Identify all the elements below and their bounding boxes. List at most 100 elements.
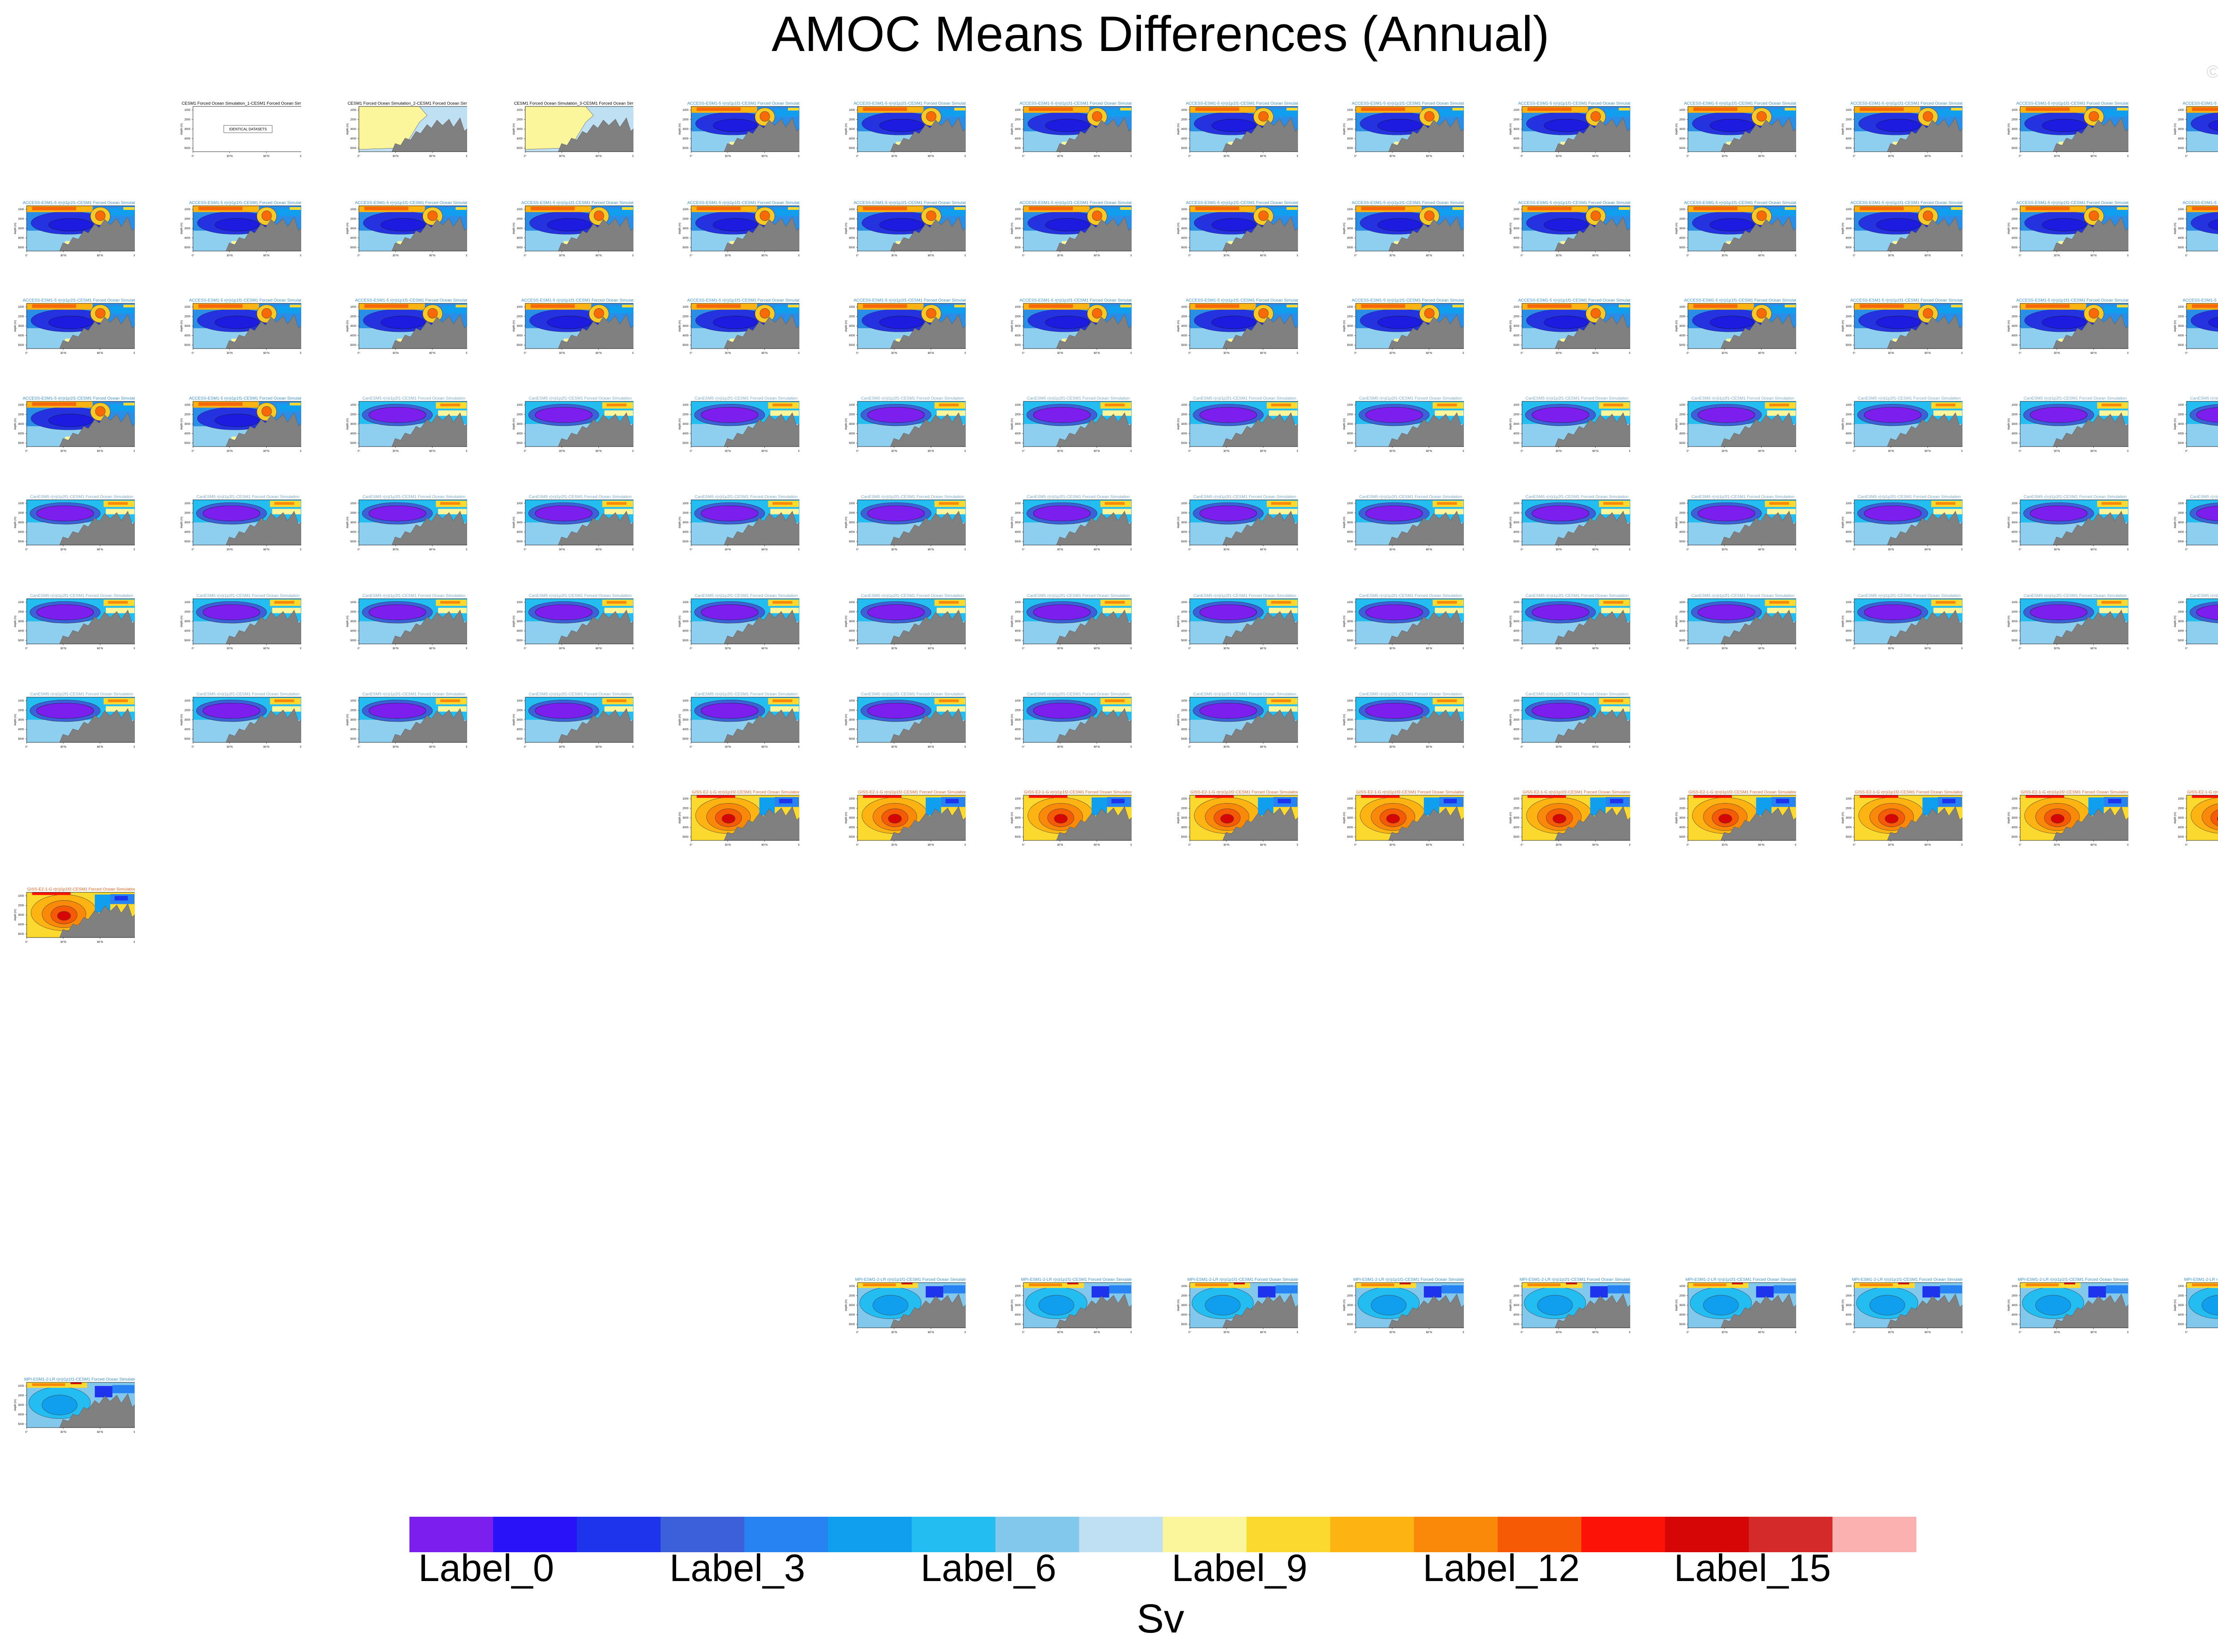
- panel-xtick: 90°N: [1629, 1331, 1630, 1334]
- amoc-panel: GISS-E2-1-G r(n)i1p1f2-CESM1 Forced Ocea…: [1510, 790, 1630, 847]
- panel-title: CanESM5 r(n)i1p2f1-CESM1 Forced Ocean Si…: [1193, 494, 1296, 499]
- panel-xtick: 60°N: [1924, 450, 1930, 453]
- panel-ytick: 2000: [849, 218, 855, 221]
- amoc-panel: ACCESS-ESM1-5 r(n)i1p1f1-CESM1 Forced Oc…: [2174, 298, 2218, 355]
- panel-ytick: 4000: [1845, 237, 1852, 240]
- panel-ytick: 3000: [2012, 325, 2018, 328]
- amoc-panel: ACCESS-ESM1-5 r(n)i1p1f1-CESM1 Forced Oc…: [513, 298, 633, 355]
- panel-xtick: 0°: [2185, 255, 2188, 257]
- panel-xtick: 30°N: [226, 647, 232, 650]
- panel-xtick: 0°: [856, 155, 859, 158]
- panel-ytick: 5000: [1181, 442, 1187, 445]
- panel-xtick: 0°: [192, 647, 194, 650]
- panel-ytick: 3000: [516, 128, 523, 131]
- panel-ytick: 2000: [1513, 808, 1519, 810]
- panel-title: CanESM5 r(n)i1p2f1-CESM1 Forced Ocean Si…: [528, 692, 631, 697]
- panel-ytick: 5000: [1015, 640, 1021, 642]
- panel-xtick: 30°N: [1555, 1331, 1561, 1334]
- panel-title: MPI-ESM1-2-LR r(n)i1p1f1-CESM1 Forced Oc…: [2018, 1277, 2128, 1282]
- panel-title: CanESM5 r(n)i1p2f1-CESM1 Forced Ocean Si…: [1359, 593, 1462, 598]
- panel-xtick: 60°N: [595, 255, 601, 257]
- panel-xtick: 0°: [1022, 450, 1025, 453]
- panel-ytick: 4000: [849, 433, 855, 436]
- panel-xtick: 30°N: [2054, 1331, 2060, 1334]
- panel-xtick: 0°: [25, 941, 28, 944]
- panel-ytick: 1000: [683, 502, 689, 505]
- amoc-panel: CanESM5 r(n)i1p2f1-CESM1 Forced Ocean Si…: [1842, 593, 1962, 650]
- panel-ytick: 3000: [683, 228, 689, 230]
- amoc-panel: ACCESS-ESM1-5 r(n)i1p1f1-CESM1 Forced Oc…: [2008, 298, 2128, 355]
- panel-ytick: 5000: [516, 344, 523, 347]
- panel-xtick: 0°: [1188, 255, 1191, 257]
- panel-ylabel: depth (m): [1842, 517, 1844, 528]
- panel-xtick: 60°N: [1592, 352, 1598, 355]
- panel-ytick: 5000: [1845, 836, 1852, 839]
- panel-xtick: 30°N: [1223, 352, 1229, 355]
- panel-ytick: 3000: [184, 325, 190, 328]
- panel-xtick: 0°: [690, 255, 692, 257]
- panel-xtick: 0°: [2185, 549, 2188, 551]
- panel-ytick: 4000: [1679, 827, 1686, 829]
- panel-xtick: 0°: [856, 450, 859, 453]
- panel-xtick: 60°N: [1426, 255, 1432, 257]
- amoc-panel: ACCESS-ESM1-5 r(n)i1p1f1-CESM1 Forced Oc…: [2174, 101, 2218, 158]
- panel-ytick: 5000: [350, 640, 357, 642]
- panel-xtick: 90°N: [300, 155, 301, 158]
- panel-ytick: 5000: [18, 344, 24, 347]
- panel-ytick: 1000: [1845, 208, 1852, 211]
- colorbar-label: Label_12: [1423, 1547, 1580, 1589]
- panel-ytick: 1000: [516, 502, 523, 505]
- panel-ylabel: depth (m): [845, 517, 848, 528]
- panel-xtick: 0°: [1687, 255, 1689, 257]
- panel-title: CanESM5 r(n)i1p2f1-CESM1 Forced Ocean Si…: [861, 692, 963, 697]
- panel-ytick: 1000: [1679, 798, 1686, 800]
- panel-ytick: 3000: [1845, 620, 1852, 623]
- amoc-panel: CanESM5 r(n)i1p2f1-CESM1 Forced Ocean Si…: [1510, 396, 1630, 453]
- panel-title: CanESM5 r(n)i1p2f1-CESM1 Forced Ocean Si…: [30, 692, 133, 697]
- amoc-panel: CanESM5 r(n)i1p2f1-CESM1 Forced Ocean Si…: [2008, 494, 2128, 551]
- panel-xtick: 0°: [1521, 549, 1523, 551]
- panel-xtick: 60°N: [2091, 352, 2096, 355]
- panel-title: ACCESS-ESM1-5 r(n)i1p1f1-CESM1 Forced Oc…: [189, 298, 301, 303]
- panel-ytick: 2000: [1513, 316, 1519, 318]
- panel-ytick: 5000: [1679, 541, 1686, 543]
- panel-ytick: 1000: [350, 404, 357, 407]
- amoc-panel: ACCESS-ESM1-5 r(n)i1p1f1-CESM1 Forced Oc…: [181, 396, 301, 453]
- panel-xtick: 90°N: [134, 255, 135, 257]
- panel-xtick: 30°N: [60, 450, 66, 453]
- panel-title: ACCESS-ESM1-5 r(n)i1p1f1-CESM1 Forced Oc…: [521, 298, 633, 303]
- amoc-panel: ACCESS-ESM1-5 r(n)i1p1f1-CESM1 Forced Oc…: [1842, 200, 1962, 257]
- panel-xtick: 60°N: [429, 549, 435, 551]
- panel-title: CanESM5 r(n)i1p2f1-CESM1 Forced Ocean Si…: [695, 692, 798, 697]
- panel-ytick: 3000: [516, 228, 523, 230]
- panel-ytick: 1000: [1513, 798, 1519, 800]
- panel-title: CanESM5 r(n)i1p2f1-CESM1 Forced Ocean Si…: [362, 593, 465, 598]
- panel-ytick: 4000: [18, 531, 24, 534]
- panel-title: ACCESS-ESM1-5 r(n)i1p1f1-CESM1 Forced Oc…: [2016, 298, 2128, 303]
- panel-xtick: 90°N: [1629, 255, 1630, 257]
- panel-ytick: 1000: [2012, 1285, 2018, 1288]
- panel-xtick: 30°N: [891, 647, 897, 650]
- amoc-panel: MPI-ESM1-2-LR r(n)i1p1f1-CESM1 Forced Oc…: [845, 1277, 966, 1334]
- panel-ylabel: depth (m): [1510, 714, 1512, 726]
- panel-xtick: 90°N: [466, 746, 467, 749]
- panel-ytick: 1000: [849, 798, 855, 800]
- panel-ytick: 5000: [1513, 836, 1519, 839]
- panel-xtick: 60°N: [1758, 352, 1764, 355]
- panel-ytick: 4000: [184, 729, 190, 731]
- panel-ytick: 1000: [350, 502, 357, 505]
- panel-ytick: 4000: [1679, 531, 1686, 534]
- amoc-panel: ACCESS-ESM1-5 r(n)i1p1f1-CESM1 Forced Oc…: [1177, 101, 1298, 158]
- panel-ytick: 5000: [1845, 442, 1852, 445]
- panel-title: CESM1 Forced Ocean Simulation_1-CESM1 Fo…: [181, 101, 301, 106]
- panel-ytick: 1000: [350, 208, 357, 211]
- panel-ytick: 4000: [1513, 335, 1519, 337]
- colorbar-label: Label_6: [920, 1547, 1056, 1589]
- panel-xtick: 30°N: [1888, 844, 1893, 847]
- panel-ylabel: depth (m): [513, 714, 515, 726]
- panel-xtick: 90°N: [798, 450, 799, 453]
- panel-xtick: 90°N: [1961, 352, 1962, 355]
- colorbar-box-12: [1414, 1517, 1498, 1552]
- amoc-panel: CanESM5 r(n)i1p2f1-CESM1 Forced Ocean Si…: [1177, 692, 1298, 749]
- panel-ytick: 3000: [683, 128, 689, 131]
